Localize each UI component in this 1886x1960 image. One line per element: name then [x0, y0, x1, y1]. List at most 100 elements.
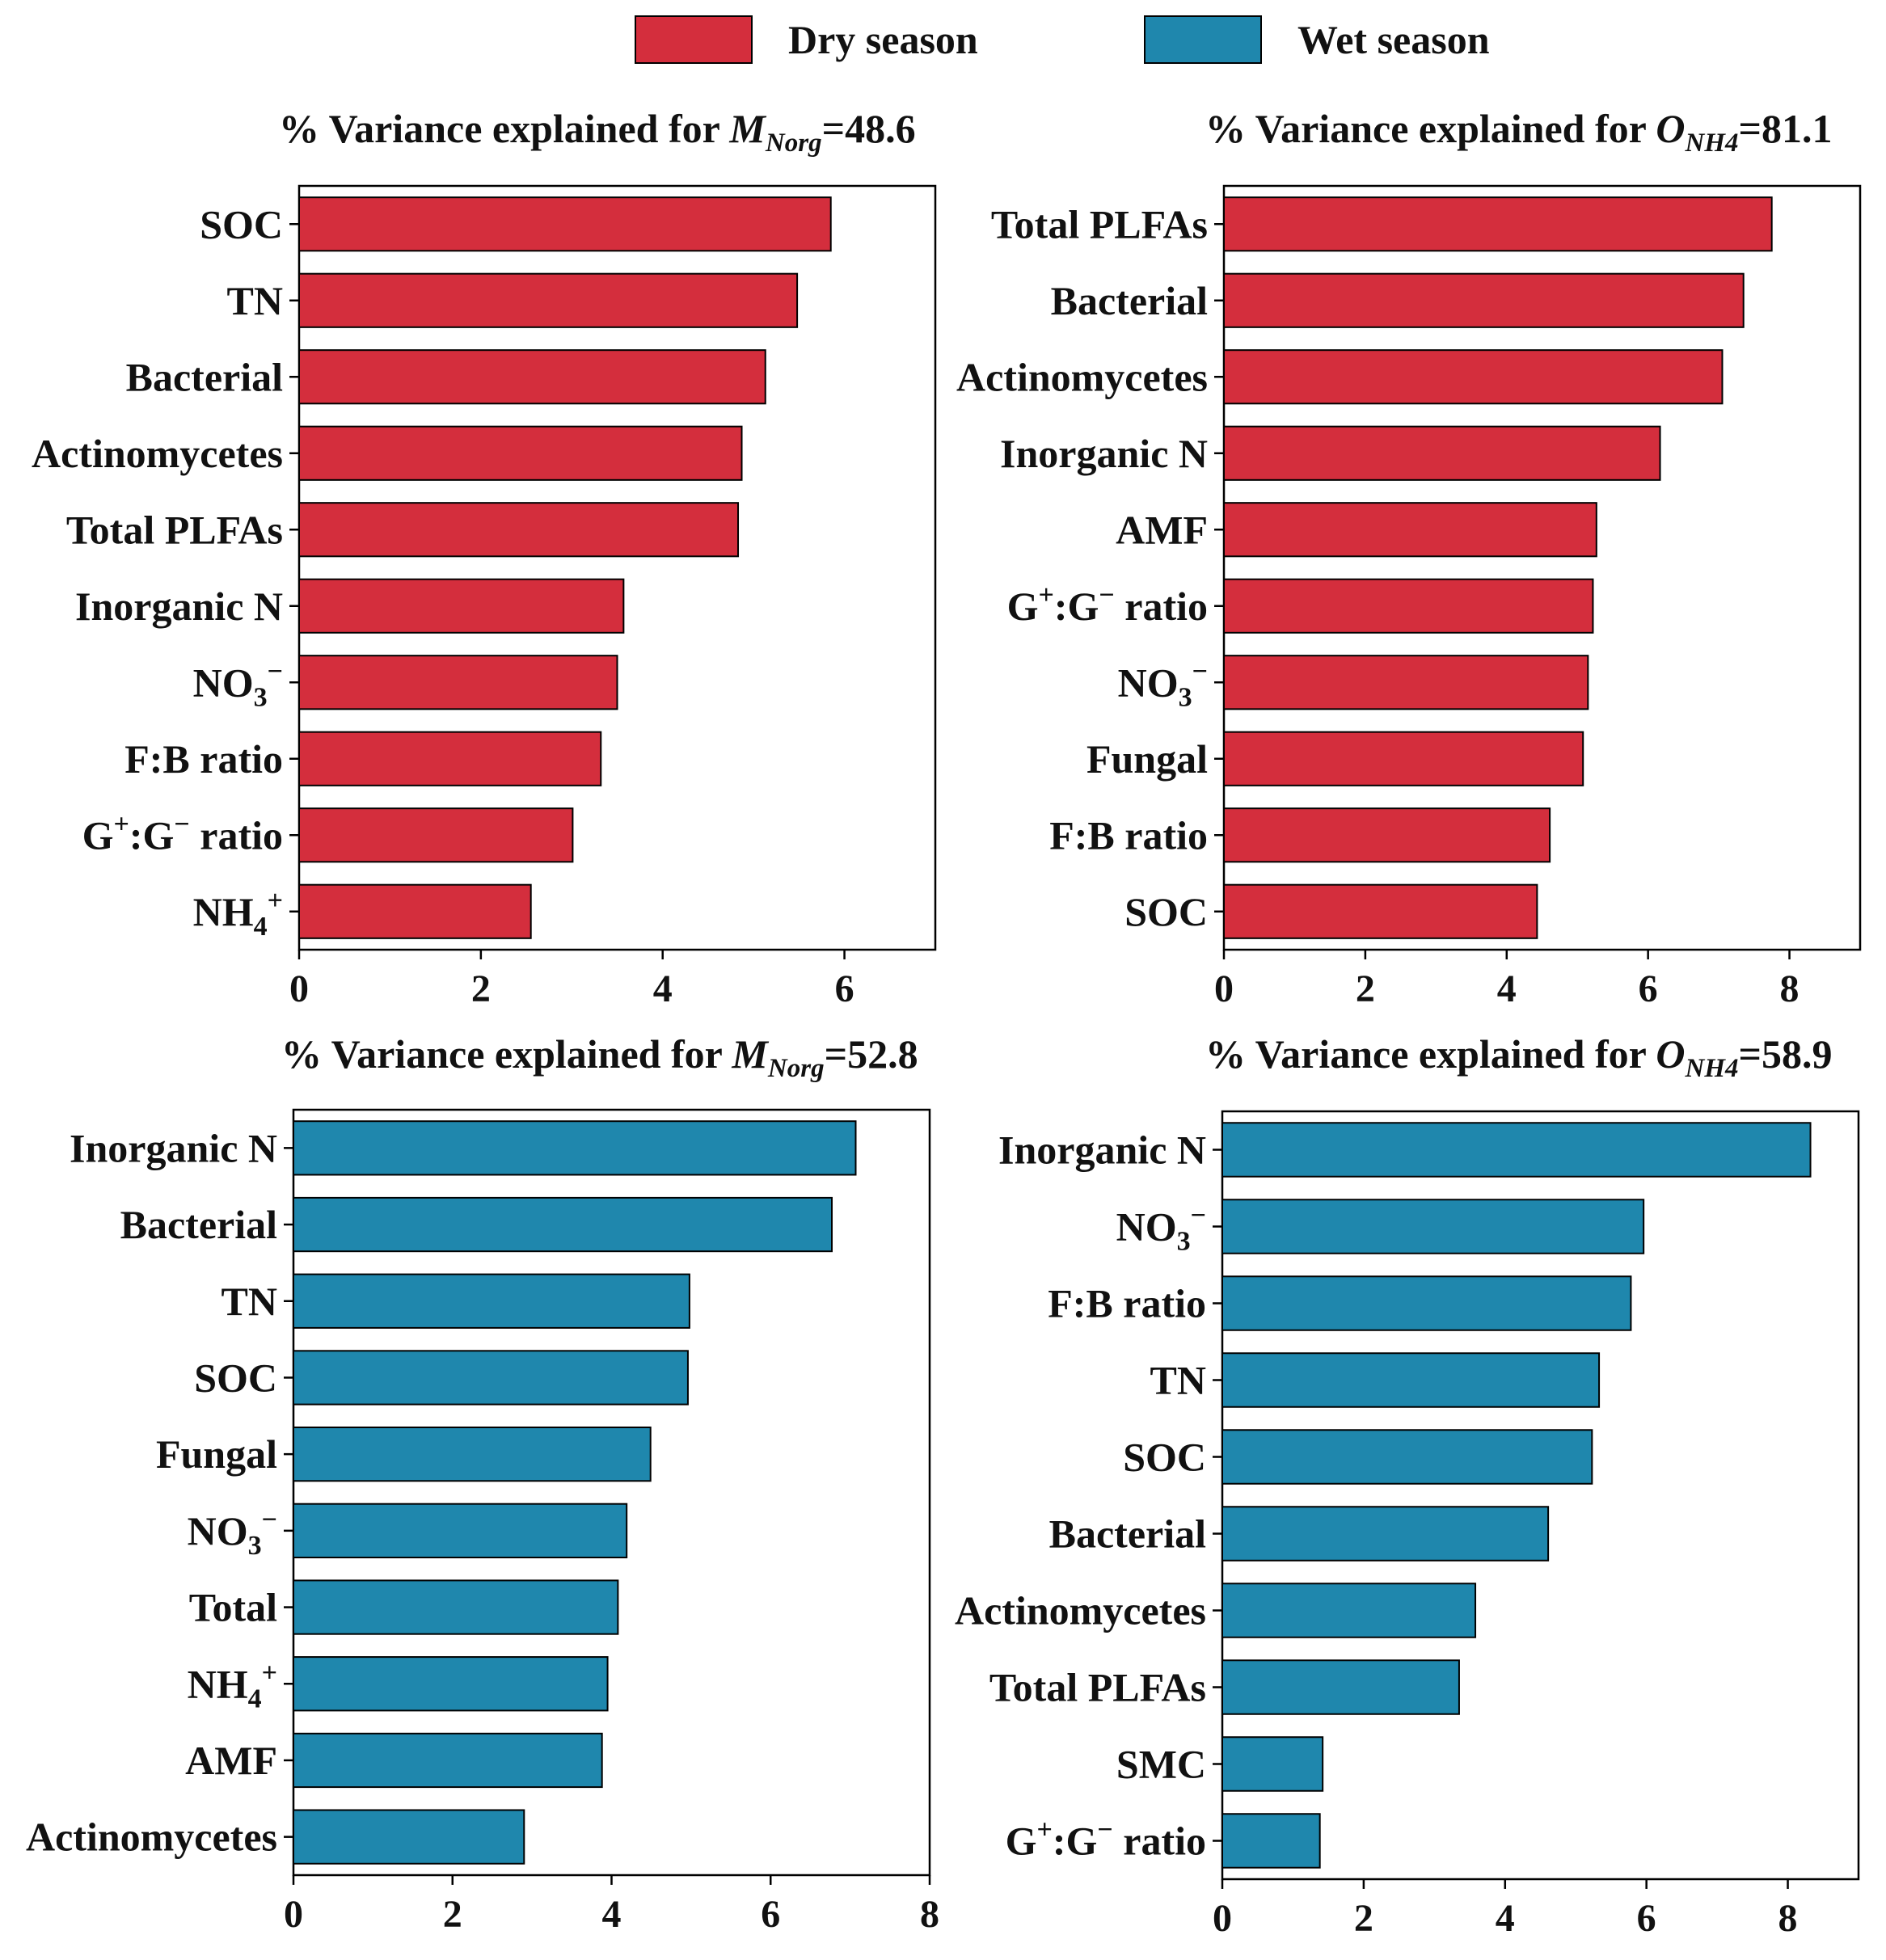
y-tick-label-no3: NO3− — [1116, 1201, 1206, 1257]
bar-soc — [1221, 1429, 1593, 1485]
bar-bacterial — [1223, 272, 1745, 328]
bar-amf — [1223, 502, 1597, 558]
x-tick-label: 4 — [653, 967, 673, 1010]
bar-actinomycetes — [293, 1809, 525, 1865]
bar-soc — [298, 196, 832, 252]
chart-panel-wet-onh4: % Variance explained for ONH4=58.9 Inorg… — [943, 1031, 1885, 1960]
chart-plot: Total PLFAs Bacterial Actinomycetes Inorgan… — [956, 184, 1862, 1010]
bar-tn — [1221, 1352, 1601, 1408]
y-tick-label-soc: SOC — [1124, 889, 1208, 934]
bar-bacterial — [298, 349, 766, 405]
x-tick-label: 0 — [1213, 1897, 1232, 1940]
x-tick-label: 4 — [1496, 1897, 1515, 1940]
y-tick-label-g-g-ratio: G+:G− ratio — [1007, 580, 1208, 629]
y-tick-label-inorganic-n: Inorganic N — [70, 1125, 277, 1170]
y-tick-label-actinomycetes: Actinomycetes — [956, 354, 1208, 399]
plot-frame — [1221, 1110, 1860, 1881]
bar-actinomycetes — [1223, 349, 1724, 405]
bar-fungal — [293, 1427, 652, 1482]
chart-title: % Variance explained for MNorg=48.6 — [279, 106, 916, 158]
bar-fungal — [1223, 731, 1584, 786]
plot-frame — [1222, 184, 1862, 951]
y-tick-label-amf: AMF — [185, 1738, 277, 1783]
y-tick-label-bacterial: Bacterial — [1051, 278, 1208, 323]
bar-f-b-ratio — [1221, 1275, 1632, 1331]
y-tick-label-bacterial: Bacterial — [120, 1202, 277, 1247]
legend-swatch-dry — [635, 15, 753, 64]
y-tick-label-smc: SMC — [1116, 1742, 1206, 1787]
bar-total-plfas — [298, 502, 740, 558]
bar-total-plfas — [1223, 196, 1773, 252]
x-tick-label: 4 — [602, 1893, 622, 1936]
legend-item-dry: Dry season — [635, 13, 978, 66]
y-tick-label-g-g-ratio: G+:G− ratio — [1006, 1815, 1206, 1864]
chart-panel-wet-mnorg: % Variance explained for MNorg=52.8 Inor… — [0, 1031, 943, 1960]
x-tick-label: 8 — [920, 1893, 939, 1936]
x-tick-label: 4 — [1497, 967, 1517, 1010]
bar-no3 — [293, 1503, 628, 1558]
bar-amf — [293, 1732, 603, 1789]
bar-f-b-ratio — [1223, 807, 1551, 863]
bar-smc — [1221, 1736, 1324, 1792]
y-tick-label-actinomycetes: Actinomycetes — [32, 431, 283, 476]
x-tick-label: 6 — [1639, 967, 1658, 1010]
y-tick-label-total-plfas: Total PLFAs — [991, 201, 1208, 247]
legend-label-wet: Wet season — [1297, 17, 1490, 62]
bar-bacterial — [293, 1196, 833, 1253]
y-tick-label-actinomycetes: Actinomycetes — [955, 1588, 1206, 1633]
y-tick-label-soc: SOC — [194, 1355, 277, 1400]
x-tick-label: 0 — [284, 1893, 303, 1936]
y-tick-label-bacterial: Bacterial — [126, 354, 283, 399]
chart-title: % Variance explained for MNorg=52.8 — [281, 1031, 918, 1083]
bar-g-g-ratio — [298, 807, 574, 863]
y-tick-label-amf: AMF — [1116, 507, 1208, 552]
legend-swatch-wet — [1144, 15, 1262, 64]
y-tick-label-no3: NO3− — [193, 656, 283, 712]
bar-soc — [293, 1350, 689, 1406]
x-tick-label: 2 — [471, 967, 491, 1010]
y-tick-label-tn: TN — [1150, 1358, 1206, 1403]
bar-soc — [1223, 883, 1538, 939]
y-tick-label-f-b-ratio: F:B ratio — [1048, 1281, 1206, 1326]
y-tick-label-bacterial: Bacterial — [1049, 1511, 1206, 1557]
bar-inorganic-n — [298, 578, 625, 634]
x-tick-label: 6 — [835, 967, 854, 1010]
y-tick-label-soc: SOC — [1123, 1435, 1206, 1480]
bar-g-g-ratio — [1221, 1813, 1321, 1869]
x-tick-label: 8 — [1780, 967, 1800, 1010]
bar-no3 — [298, 655, 618, 710]
legend: Dry season Wet season — [0, 0, 1886, 81]
y-tick-label-actinomycetes: Actinomycetes — [26, 1815, 277, 1860]
y-tick-label-f-b-ratio: F:B ratio — [124, 736, 283, 782]
y-tick-label-inorganic-n: Inorganic N — [75, 584, 283, 629]
y-tick-label-g-g-ratio: G+:G− ratio — [82, 809, 283, 858]
y-tick-label-nh4: NH4+ — [188, 1658, 277, 1713]
bar-tn — [293, 1273, 690, 1329]
bar-f-b-ratio — [298, 731, 602, 786]
x-tick-label: 0 — [289, 967, 309, 1010]
x-tick-label: 8 — [1778, 1897, 1798, 1940]
legend-item-wet: Wet season — [1144, 13, 1490, 66]
x-tick-label: 0 — [1214, 967, 1234, 1010]
chart-plot: Inorganic N NO3− F:B ratio TN SOC Bacterial Ac… — [955, 1110, 1860, 1940]
y-tick-label-soc: SOC — [200, 201, 283, 247]
bar-nh4 — [298, 883, 532, 939]
y-tick-label-fungal: Fungal — [1086, 736, 1208, 782]
bar-actinomycetes — [1221, 1583, 1477, 1638]
y-tick-label-total: Total — [189, 1585, 277, 1630]
y-tick-label-tn: TN — [227, 278, 283, 323]
y-tick-label-inorganic-n: Inorganic N — [1000, 431, 1208, 476]
x-tick-label: 2 — [1354, 1897, 1373, 1940]
chart-panel-dry-onh4: % Variance explained for ONH4=81.1 Total… — [943, 105, 1885, 1035]
y-tick-label-f-b-ratio: F:B ratio — [1049, 812, 1208, 858]
y-tick-label-total-plfas: Total PLFAs — [66, 507, 283, 552]
bar-no3 — [1221, 1199, 1645, 1254]
chart-plot: SOC TN Bacterial Actinomycetes Total PLFAs In… — [32, 184, 937, 1010]
y-tick-label-inorganic-n: Inorganic N — [998, 1128, 1206, 1173]
y-tick-label-total-plfas: Total PLFAs — [989, 1665, 1206, 1710]
bar-inorganic-n — [293, 1120, 857, 1176]
chart-panel-dry-mnorg: % Variance explained for MNorg=48.6 SOC T… — [0, 105, 943, 1035]
bar-total — [293, 1579, 619, 1635]
y-tick-label-no3: NO3− — [188, 1505, 277, 1561]
y-tick-label-nh4: NH4+ — [193, 886, 283, 942]
